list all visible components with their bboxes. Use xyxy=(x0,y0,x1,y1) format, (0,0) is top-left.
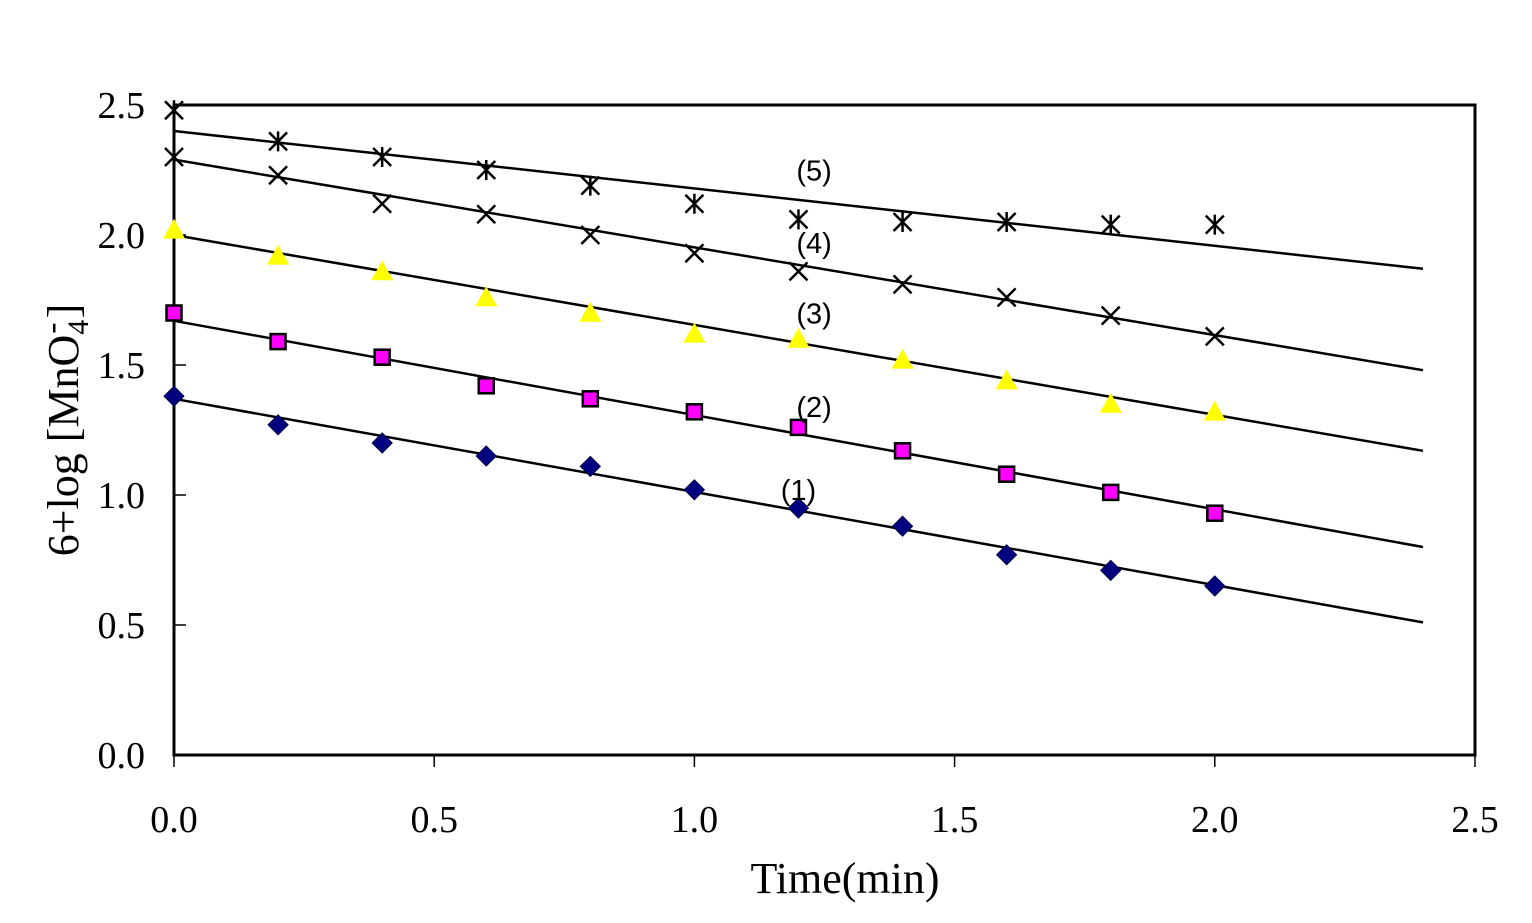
data-point-x xyxy=(268,165,288,186)
data-point-square xyxy=(893,442,912,460)
data-point-asterisk xyxy=(788,209,809,230)
data-point-asterisk xyxy=(892,212,913,232)
x-axis-title: Time(min) xyxy=(750,854,939,903)
y-tick-label: 2.5 xyxy=(98,85,146,127)
data-point-asterisk xyxy=(372,147,393,167)
data-point-x xyxy=(996,287,1017,308)
data-point-x xyxy=(164,147,184,167)
data-point-x xyxy=(892,274,913,295)
series-label-1: (1) xyxy=(781,475,816,507)
y-axis-title-sup: - xyxy=(33,322,70,333)
y-tick-label: 2.0 xyxy=(98,215,146,257)
data-point-triangle xyxy=(267,244,290,265)
svg-text:6+log [MnO4-]: 6+log [MnO4-] xyxy=(33,304,95,557)
data-point-triangle xyxy=(1099,393,1122,413)
data-point-x xyxy=(372,193,393,214)
data-point-asterisk xyxy=(684,193,705,214)
data-point-triangle xyxy=(683,322,706,343)
data-point-x xyxy=(476,204,497,225)
x-axis-ticks: 0.0 0.5 1.0 1.5 2.0 2.5 xyxy=(150,755,1499,841)
data-point-x xyxy=(684,243,705,264)
series-2 xyxy=(165,304,1224,522)
data-point-square xyxy=(685,403,704,421)
data-point-x xyxy=(1204,326,1225,347)
series-5 xyxy=(164,100,1225,235)
data-point-asterisk xyxy=(164,100,184,121)
y-axis-title: 6+log [MnO4-] xyxy=(33,304,95,557)
y-axis-title-main: 6+log [MnO xyxy=(39,335,88,557)
x-tick-label: 2.5 xyxy=(1451,799,1499,841)
data-point-asterisk xyxy=(268,131,288,152)
data-point-square xyxy=(373,348,391,366)
y-tick-label: 0.0 xyxy=(98,735,146,777)
y-tick-label: 0.5 xyxy=(98,605,146,647)
series-label-2: (2) xyxy=(796,392,831,424)
plot-area xyxy=(172,103,1477,757)
x-tick-label: 0.0 xyxy=(150,799,198,841)
data-point-asterisk xyxy=(1204,214,1225,235)
data-point-x xyxy=(1100,305,1121,326)
data-point-triangle xyxy=(579,302,602,322)
data-point-triangle xyxy=(891,348,914,369)
data-point-diamond xyxy=(579,455,602,478)
series-labels: (1) (2) (3) (4) (5) xyxy=(781,155,832,507)
data-point-diamond xyxy=(683,479,706,501)
data-point-diamond xyxy=(1100,559,1122,582)
data-markers xyxy=(163,100,1226,597)
data-point-asterisk xyxy=(476,160,497,180)
data-point-asterisk xyxy=(996,212,1017,232)
data-point-square xyxy=(997,465,1016,483)
data-point-diamond xyxy=(371,432,393,454)
x-tick-label: 1.5 xyxy=(931,799,979,841)
data-point-square xyxy=(789,418,808,437)
data-point-square xyxy=(1206,504,1224,522)
data-point-triangle xyxy=(787,328,810,348)
data-point-triangle xyxy=(371,260,394,281)
series-label-4: (4) xyxy=(796,228,831,260)
data-point-triangle xyxy=(163,218,185,239)
data-point-x xyxy=(580,225,601,245)
data-point-triangle xyxy=(475,286,498,307)
data-point-triangle xyxy=(995,369,1018,390)
data-point-asterisk xyxy=(1100,214,1121,235)
x-tick-label: 1.0 xyxy=(671,799,719,841)
data-point-triangle xyxy=(1203,400,1226,421)
data-point-square xyxy=(477,377,495,395)
series-label-3: (3) xyxy=(796,298,831,330)
y-axis-title-sub: 4 xyxy=(62,320,95,335)
y-axis-ticks: 0.0 0.5 1.0 1.5 2.0 2.5 xyxy=(98,85,186,777)
series-label-5: (5) xyxy=(796,155,831,187)
data-point-diamond xyxy=(267,414,289,436)
series-1 xyxy=(163,385,1226,597)
y-axis-title-close: ] xyxy=(39,304,88,319)
x-tick-label: 2.0 xyxy=(1191,799,1239,841)
data-point-diamond xyxy=(163,385,185,407)
y-tick-label: 1.5 xyxy=(98,345,146,387)
data-point-diamond xyxy=(995,544,1018,566)
data-point-square xyxy=(269,332,287,351)
x-tick-label: 0.5 xyxy=(410,799,458,841)
y-tick-label: 1.0 xyxy=(98,475,146,517)
data-point-asterisk xyxy=(580,175,601,196)
series-3 xyxy=(163,218,1226,421)
data-point-x xyxy=(788,261,809,282)
data-point-diamond xyxy=(891,515,914,537)
data-point-diamond xyxy=(475,445,497,467)
data-point-diamond xyxy=(1204,575,1226,597)
data-point-square xyxy=(165,304,183,322)
data-point-diamond xyxy=(787,497,810,519)
series-4 xyxy=(164,147,1225,347)
data-point-square xyxy=(1101,483,1120,502)
data-point-square xyxy=(581,390,600,408)
